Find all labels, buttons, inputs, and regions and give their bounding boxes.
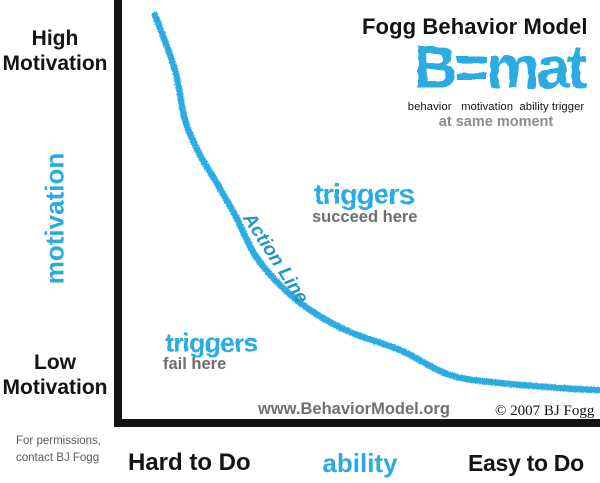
svg-text:B=mat: B=mat: [414, 34, 587, 101]
svg-text:triggers: triggers: [165, 328, 258, 358]
svg-text:triggers: triggers: [314, 179, 414, 211]
